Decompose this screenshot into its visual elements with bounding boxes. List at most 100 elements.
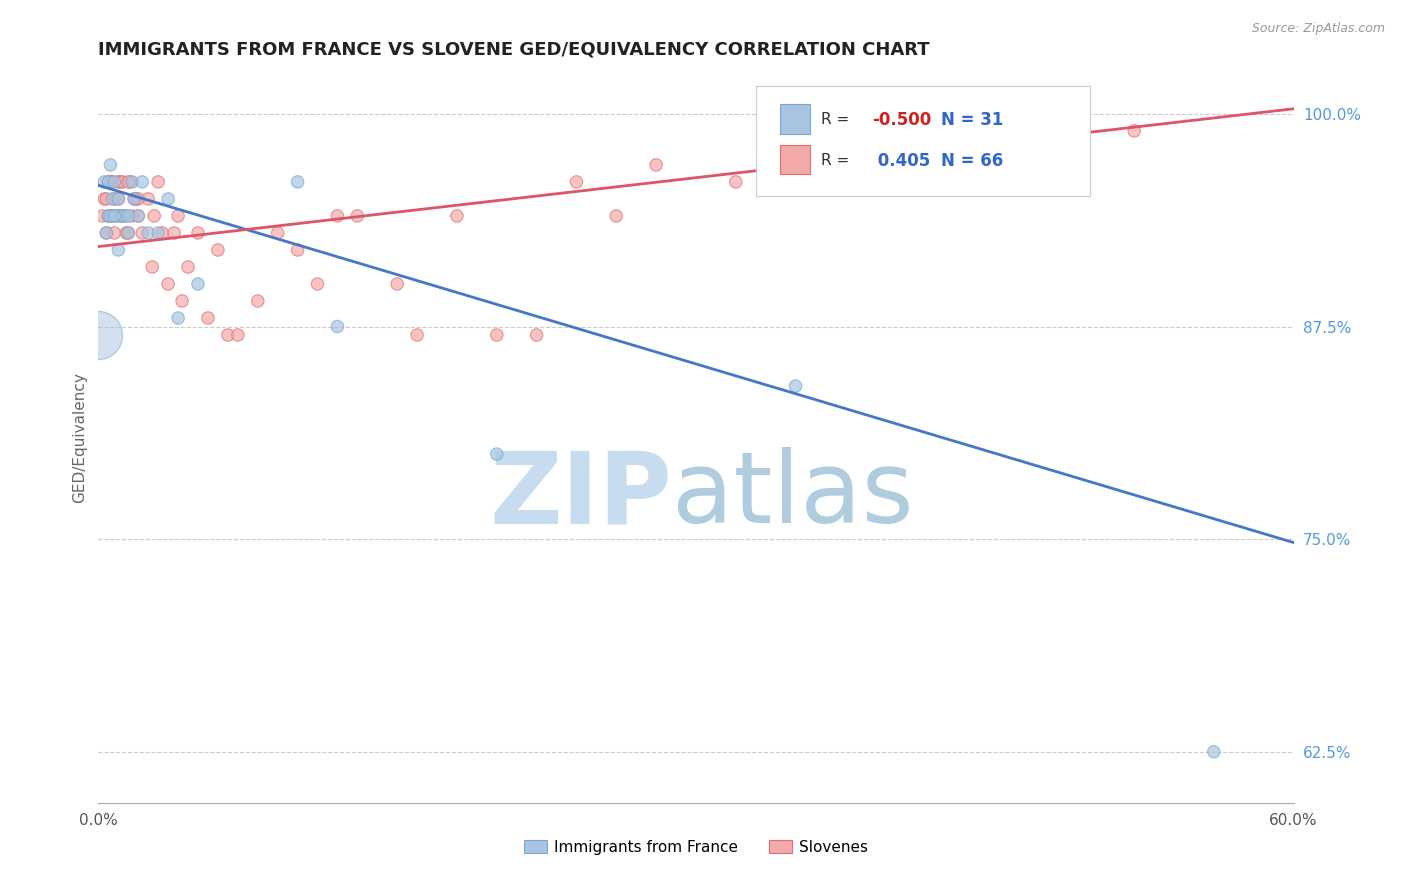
Point — [1123, 124, 1146, 138]
Point — [103, 175, 125, 189]
Point — [103, 209, 125, 223]
Text: -0.500: -0.500 — [872, 111, 931, 128]
Text: ZIP: ZIP — [489, 447, 672, 544]
Point — [96, 226, 118, 240]
Point — [163, 226, 186, 240]
Text: 0.405: 0.405 — [872, 152, 929, 169]
Point — [97, 175, 120, 189]
Point — [207, 243, 229, 257]
Text: N = 66: N = 66 — [941, 152, 1004, 169]
Point — [167, 311, 190, 326]
Point — [93, 192, 115, 206]
Point — [105, 209, 128, 223]
Point — [385, 277, 409, 291]
Point — [406, 328, 429, 343]
Point — [1202, 745, 1225, 759]
Point — [136, 226, 159, 240]
Text: IMMIGRANTS FROM FRANCE VS SLOVENE GED/EQUIVALENCY CORRELATION CHART: IMMIGRANTS FROM FRANCE VS SLOVENE GED/EQ… — [98, 41, 929, 59]
Point — [111, 209, 134, 223]
Point — [117, 209, 139, 223]
Point — [724, 175, 747, 189]
Point — [446, 209, 468, 223]
FancyBboxPatch shape — [780, 104, 810, 134]
Point — [226, 328, 249, 343]
Point — [103, 192, 125, 206]
Point — [111, 209, 134, 223]
Point — [112, 209, 135, 223]
Point — [157, 277, 180, 291]
FancyBboxPatch shape — [780, 145, 810, 174]
Point — [115, 226, 138, 240]
Point — [136, 192, 159, 206]
Point — [326, 319, 349, 334]
Point — [172, 293, 194, 308]
Point — [127, 192, 149, 206]
Point — [307, 277, 329, 291]
Point — [107, 192, 129, 206]
Point — [605, 209, 627, 223]
Text: R =: R = — [821, 153, 855, 168]
Point — [96, 192, 118, 206]
Point — [101, 192, 124, 206]
Point — [565, 175, 588, 189]
Point — [98, 175, 122, 189]
Point — [346, 209, 368, 223]
Point — [121, 175, 143, 189]
Point — [124, 192, 146, 206]
Point — [148, 226, 170, 240]
Point — [98, 209, 122, 223]
Point — [217, 328, 239, 343]
Point — [127, 209, 149, 223]
Point — [326, 209, 349, 223]
Y-axis label: GED/Equivalency: GED/Equivalency — [72, 372, 87, 502]
Point — [97, 209, 120, 223]
Text: R =: R = — [821, 112, 855, 128]
Point — [117, 175, 139, 189]
Point — [785, 379, 807, 393]
Point — [246, 293, 269, 308]
Point — [98, 175, 122, 189]
Point — [105, 209, 128, 223]
Text: atlas: atlas — [672, 447, 914, 544]
Point — [485, 328, 508, 343]
Point — [107, 192, 129, 206]
Point — [526, 328, 548, 343]
Point — [150, 226, 173, 240]
Point — [485, 447, 508, 461]
Point — [98, 209, 122, 223]
Point — [101, 175, 124, 189]
Point — [110, 209, 132, 223]
Point — [121, 209, 143, 223]
FancyBboxPatch shape — [756, 86, 1091, 195]
Point — [87, 328, 110, 343]
Point — [120, 175, 142, 189]
Point — [97, 209, 120, 223]
Point — [117, 226, 139, 240]
Point — [844, 141, 866, 155]
Point — [267, 226, 290, 240]
Point — [107, 243, 129, 257]
Point — [103, 226, 125, 240]
Point — [187, 226, 209, 240]
Text: N = 31: N = 31 — [941, 111, 1004, 128]
Point — [131, 226, 153, 240]
Point — [107, 175, 129, 189]
Point — [112, 209, 135, 223]
Legend: Immigrants from France, Slovenes: Immigrants from France, Slovenes — [517, 834, 875, 861]
Point — [177, 260, 200, 274]
Point — [197, 311, 219, 326]
Point — [157, 192, 180, 206]
Point — [111, 175, 134, 189]
Point — [125, 192, 148, 206]
Point — [287, 175, 309, 189]
Point — [97, 175, 120, 189]
Point — [1043, 107, 1066, 121]
Point — [963, 124, 986, 138]
Point — [884, 141, 907, 155]
Point — [96, 226, 118, 240]
Point — [91, 209, 114, 223]
Point — [124, 192, 146, 206]
Point — [98, 158, 122, 172]
Point — [93, 175, 115, 189]
Point — [167, 209, 190, 223]
